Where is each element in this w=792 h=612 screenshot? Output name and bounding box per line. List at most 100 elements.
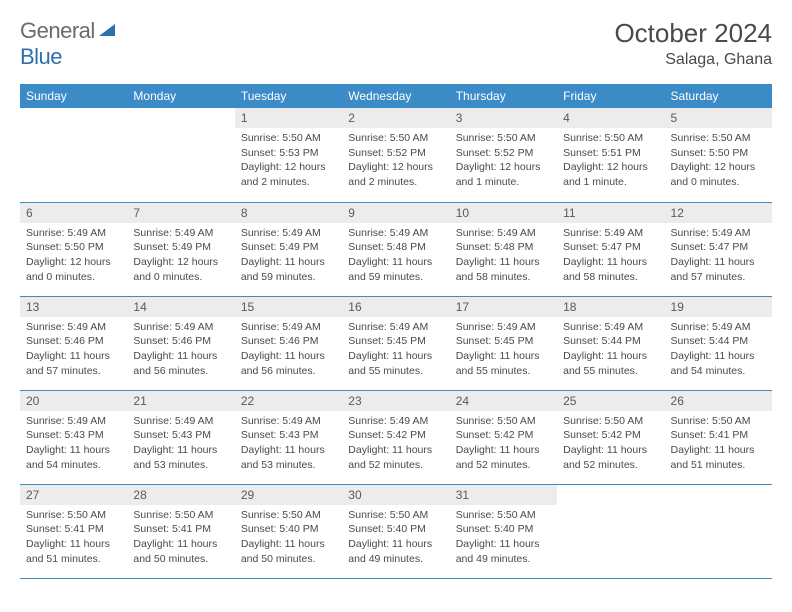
calendar-cell: 6Sunrise: 5:49 AMSunset: 5:50 PMDaylight… (20, 202, 127, 296)
logo: GeneralBlue (20, 18, 117, 70)
calendar-cell: 23Sunrise: 5:49 AMSunset: 5:42 PMDayligh… (342, 390, 449, 484)
day-content: Sunrise: 5:49 AMSunset: 5:44 PMDaylight:… (557, 317, 664, 385)
day-content: Sunrise: 5:49 AMSunset: 5:48 PMDaylight:… (342, 223, 449, 291)
day-content: Sunrise: 5:49 AMSunset: 5:47 PMDaylight:… (557, 223, 664, 291)
calendar-cell: 22Sunrise: 5:49 AMSunset: 5:43 PMDayligh… (235, 390, 342, 484)
day-number: 12 (665, 203, 772, 223)
day-number: 29 (235, 485, 342, 505)
day-number: 10 (450, 203, 557, 223)
calendar-cell (665, 484, 772, 578)
calendar-week-row: 6Sunrise: 5:49 AMSunset: 5:50 PMDaylight… (20, 202, 772, 296)
day-number: 11 (557, 203, 664, 223)
day-number: 16 (342, 297, 449, 317)
calendar-cell: 1Sunrise: 5:50 AMSunset: 5:53 PMDaylight… (235, 108, 342, 202)
day-number: 27 (20, 485, 127, 505)
weekday-header: Sunday (20, 84, 127, 108)
day-content: Sunrise: 5:49 AMSunset: 5:42 PMDaylight:… (342, 411, 449, 479)
day-number: 8 (235, 203, 342, 223)
logo-part1: General (20, 18, 95, 43)
calendar-week-row: 20Sunrise: 5:49 AMSunset: 5:43 PMDayligh… (20, 390, 772, 484)
day-number: 17 (450, 297, 557, 317)
day-content: Sunrise: 5:49 AMSunset: 5:49 PMDaylight:… (235, 223, 342, 291)
calendar-cell: 16Sunrise: 5:49 AMSunset: 5:45 PMDayligh… (342, 296, 449, 390)
weekday-row: SundayMondayTuesdayWednesdayThursdayFrid… (20, 84, 772, 108)
day-content: Sunrise: 5:50 AMSunset: 5:53 PMDaylight:… (235, 128, 342, 196)
day-content: Sunrise: 5:49 AMSunset: 5:43 PMDaylight:… (20, 411, 127, 479)
calendar-cell: 27Sunrise: 5:50 AMSunset: 5:41 PMDayligh… (20, 484, 127, 578)
calendar-cell: 26Sunrise: 5:50 AMSunset: 5:41 PMDayligh… (665, 390, 772, 484)
calendar-cell: 28Sunrise: 5:50 AMSunset: 5:41 PMDayligh… (127, 484, 234, 578)
calendar-cell: 13Sunrise: 5:49 AMSunset: 5:46 PMDayligh… (20, 296, 127, 390)
calendar-cell: 8Sunrise: 5:49 AMSunset: 5:49 PMDaylight… (235, 202, 342, 296)
day-content: Sunrise: 5:50 AMSunset: 5:41 PMDaylight:… (127, 505, 234, 573)
calendar-cell: 20Sunrise: 5:49 AMSunset: 5:43 PMDayligh… (20, 390, 127, 484)
day-number: 25 (557, 391, 664, 411)
calendar-cell (557, 484, 664, 578)
calendar-cell: 17Sunrise: 5:49 AMSunset: 5:45 PMDayligh… (450, 296, 557, 390)
day-content: Sunrise: 5:49 AMSunset: 5:45 PMDaylight:… (450, 317, 557, 385)
weekday-header: Tuesday (235, 84, 342, 108)
calendar-cell (127, 108, 234, 202)
weekday-header: Saturday (665, 84, 772, 108)
calendar-cell: 3Sunrise: 5:50 AMSunset: 5:52 PMDaylight… (450, 108, 557, 202)
calendar-week-row: 27Sunrise: 5:50 AMSunset: 5:41 PMDayligh… (20, 484, 772, 578)
day-content: Sunrise: 5:49 AMSunset: 5:44 PMDaylight:… (665, 317, 772, 385)
day-number: 23 (342, 391, 449, 411)
calendar-cell: 24Sunrise: 5:50 AMSunset: 5:42 PMDayligh… (450, 390, 557, 484)
calendar-cell: 9Sunrise: 5:49 AMSunset: 5:48 PMDaylight… (342, 202, 449, 296)
calendar-week-row: 1Sunrise: 5:50 AMSunset: 5:53 PMDaylight… (20, 108, 772, 202)
calendar-table: SundayMondayTuesdayWednesdayThursdayFrid… (20, 84, 772, 579)
day-number: 20 (20, 391, 127, 411)
day-content: Sunrise: 5:50 AMSunset: 5:42 PMDaylight:… (557, 411, 664, 479)
calendar-cell: 4Sunrise: 5:50 AMSunset: 5:51 PMDaylight… (557, 108, 664, 202)
day-content: Sunrise: 5:50 AMSunset: 5:50 PMDaylight:… (665, 128, 772, 196)
day-content: Sunrise: 5:50 AMSunset: 5:41 PMDaylight:… (665, 411, 772, 479)
day-content: Sunrise: 5:50 AMSunset: 5:51 PMDaylight:… (557, 128, 664, 196)
day-number: 18 (557, 297, 664, 317)
calendar-cell: 7Sunrise: 5:49 AMSunset: 5:49 PMDaylight… (127, 202, 234, 296)
day-number: 22 (235, 391, 342, 411)
header: GeneralBlue October 2024 Salaga, Ghana (20, 18, 772, 70)
day-number: 3 (450, 108, 557, 128)
page-title: October 2024 (614, 18, 772, 49)
weekday-header: Monday (127, 84, 234, 108)
calendar-body: 1Sunrise: 5:50 AMSunset: 5:53 PMDaylight… (20, 108, 772, 578)
day-number: 31 (450, 485, 557, 505)
day-content: Sunrise: 5:50 AMSunset: 5:41 PMDaylight:… (20, 505, 127, 573)
day-content: Sunrise: 5:49 AMSunset: 5:45 PMDaylight:… (342, 317, 449, 385)
calendar-cell: 30Sunrise: 5:50 AMSunset: 5:40 PMDayligh… (342, 484, 449, 578)
calendar-cell: 14Sunrise: 5:49 AMSunset: 5:46 PMDayligh… (127, 296, 234, 390)
calendar-cell: 19Sunrise: 5:49 AMSunset: 5:44 PMDayligh… (665, 296, 772, 390)
day-number: 1 (235, 108, 342, 128)
day-content: Sunrise: 5:49 AMSunset: 5:48 PMDaylight:… (450, 223, 557, 291)
day-content: Sunrise: 5:50 AMSunset: 5:52 PMDaylight:… (450, 128, 557, 196)
day-content: Sunrise: 5:49 AMSunset: 5:46 PMDaylight:… (235, 317, 342, 385)
day-number: 28 (127, 485, 234, 505)
day-content: Sunrise: 5:50 AMSunset: 5:40 PMDaylight:… (450, 505, 557, 573)
day-number: 13 (20, 297, 127, 317)
day-number: 9 (342, 203, 449, 223)
day-number: 14 (127, 297, 234, 317)
day-number: 15 (235, 297, 342, 317)
day-number: 26 (665, 391, 772, 411)
title-block: October 2024 Salaga, Ghana (614, 18, 772, 69)
day-content: Sunrise: 5:50 AMSunset: 5:40 PMDaylight:… (342, 505, 449, 573)
day-content: Sunrise: 5:50 AMSunset: 5:52 PMDaylight:… (342, 128, 449, 196)
day-number: 5 (665, 108, 772, 128)
day-number: 21 (127, 391, 234, 411)
calendar-cell: 11Sunrise: 5:49 AMSunset: 5:47 PMDayligh… (557, 202, 664, 296)
day-content: Sunrise: 5:49 AMSunset: 5:43 PMDaylight:… (235, 411, 342, 479)
day-content: Sunrise: 5:49 AMSunset: 5:50 PMDaylight:… (20, 223, 127, 291)
day-number: 19 (665, 297, 772, 317)
day-number: 30 (342, 485, 449, 505)
weekday-header: Thursday (450, 84, 557, 108)
day-number: 2 (342, 108, 449, 128)
day-content: Sunrise: 5:49 AMSunset: 5:47 PMDaylight:… (665, 223, 772, 291)
calendar-cell: 18Sunrise: 5:49 AMSunset: 5:44 PMDayligh… (557, 296, 664, 390)
day-content: Sunrise: 5:49 AMSunset: 5:46 PMDaylight:… (127, 317, 234, 385)
calendar-cell: 25Sunrise: 5:50 AMSunset: 5:42 PMDayligh… (557, 390, 664, 484)
calendar-cell: 15Sunrise: 5:49 AMSunset: 5:46 PMDayligh… (235, 296, 342, 390)
calendar-cell: 21Sunrise: 5:49 AMSunset: 5:43 PMDayligh… (127, 390, 234, 484)
day-content: Sunrise: 5:49 AMSunset: 5:43 PMDaylight:… (127, 411, 234, 479)
weekday-header: Wednesday (342, 84, 449, 108)
